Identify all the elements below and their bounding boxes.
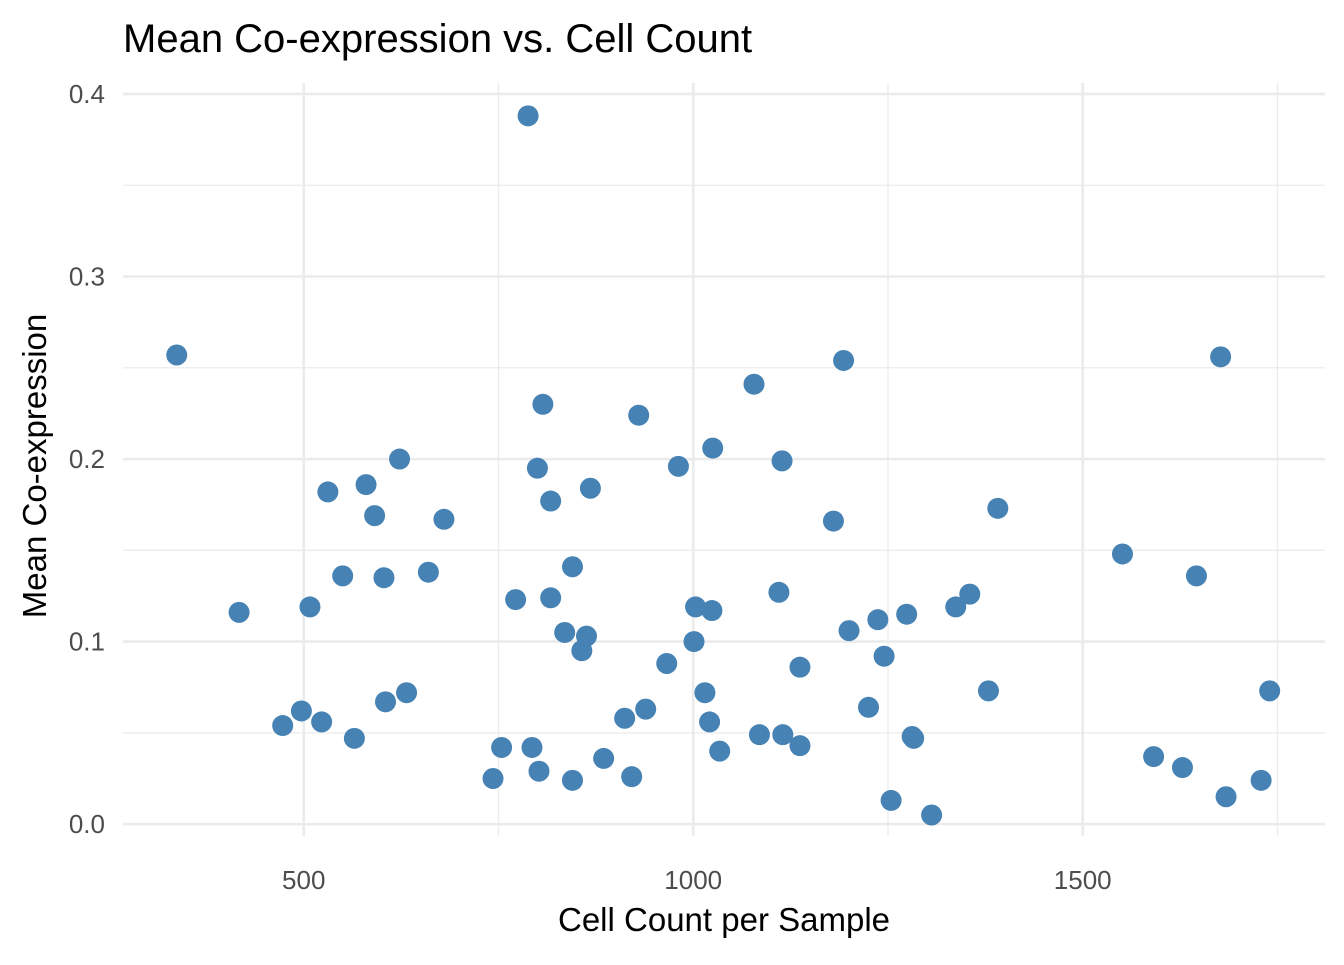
data-point	[614, 707, 636, 729]
data-point	[772, 724, 794, 746]
data-point	[1259, 680, 1281, 702]
data-point	[873, 645, 895, 667]
data-point	[635, 698, 657, 720]
data-point	[694, 682, 716, 704]
data-point	[332, 565, 354, 587]
y-tick-label: 0.0	[69, 809, 105, 839]
data-point	[433, 508, 455, 530]
y-tick-label: 0.1	[69, 627, 105, 657]
data-point	[789, 656, 811, 678]
data-point	[526, 457, 548, 479]
data-point	[699, 711, 721, 733]
points	[166, 105, 1281, 826]
x-tick-label: 500	[282, 865, 325, 895]
data-point	[621, 766, 643, 788]
data-point	[417, 561, 439, 583]
y-tick-label: 0.3	[69, 261, 105, 291]
data-point	[532, 393, 554, 415]
data-point	[561, 769, 583, 791]
x-tick-label: 1500	[1054, 865, 1112, 895]
data-point	[389, 448, 411, 470]
data-point	[491, 736, 513, 758]
data-point	[987, 497, 1009, 519]
data-point	[945, 596, 967, 618]
data-point	[709, 740, 731, 762]
data-point	[299, 596, 321, 618]
data-point	[1250, 769, 1272, 791]
data-point	[1215, 786, 1237, 808]
data-point	[702, 437, 724, 459]
data-point	[482, 767, 504, 789]
data-point	[166, 344, 188, 366]
data-point	[896, 603, 918, 625]
data-point	[685, 596, 707, 618]
data-point	[683, 631, 705, 653]
data-point	[505, 589, 527, 611]
data-point	[317, 481, 339, 503]
data-point	[517, 105, 539, 127]
data-point	[748, 724, 770, 746]
y-tick-label: 0.2	[69, 444, 105, 474]
data-point	[375, 691, 397, 713]
data-point	[858, 696, 880, 718]
data-point	[521, 736, 543, 758]
data-point	[355, 474, 377, 496]
tick-labels: 500 1000 1500 0.0 0.1 0.2 0.3 0.4	[69, 79, 1112, 895]
x-tick-label: 1000	[664, 865, 722, 895]
data-point	[921, 804, 943, 826]
y-tick-label: 0.4	[69, 79, 105, 109]
data-point	[528, 760, 550, 782]
data-point	[290, 700, 312, 722]
data-point	[789, 735, 811, 757]
data-point	[977, 680, 999, 702]
data-point	[364, 505, 386, 527]
data-point	[272, 715, 294, 737]
data-point	[561, 556, 583, 578]
data-point	[1111, 543, 1133, 565]
data-point	[396, 682, 418, 704]
data-point	[771, 450, 793, 472]
data-point	[1143, 746, 1165, 768]
data-point	[579, 477, 601, 499]
y-axis-label: Mean Co-expression	[16, 314, 53, 618]
data-point	[880, 789, 902, 811]
data-point	[343, 727, 365, 749]
data-point	[768, 581, 790, 603]
data-point	[838, 620, 860, 642]
data-point	[959, 583, 981, 605]
data-point	[1171, 757, 1193, 779]
chart-title: Mean Co-expression vs. Cell Count	[123, 17, 752, 61]
data-point	[373, 567, 395, 589]
data-point	[311, 711, 333, 733]
data-point	[593, 747, 615, 769]
data-point	[667, 455, 689, 477]
data-point	[656, 652, 678, 674]
data-point	[903, 727, 925, 749]
data-point	[743, 373, 765, 395]
data-point	[867, 609, 889, 631]
data-point	[628, 404, 650, 426]
data-point	[1210, 346, 1232, 368]
data-point	[554, 621, 576, 643]
data-point	[228, 601, 250, 623]
data-point	[576, 625, 598, 647]
grid	[123, 83, 1325, 836]
x-axis-label: Cell Count per Sample	[558, 901, 890, 938]
data-point	[1185, 565, 1207, 587]
data-point	[822, 510, 844, 532]
data-point	[540, 490, 562, 512]
data-point	[833, 349, 855, 371]
data-point	[701, 600, 723, 622]
data-point	[540, 587, 562, 609]
